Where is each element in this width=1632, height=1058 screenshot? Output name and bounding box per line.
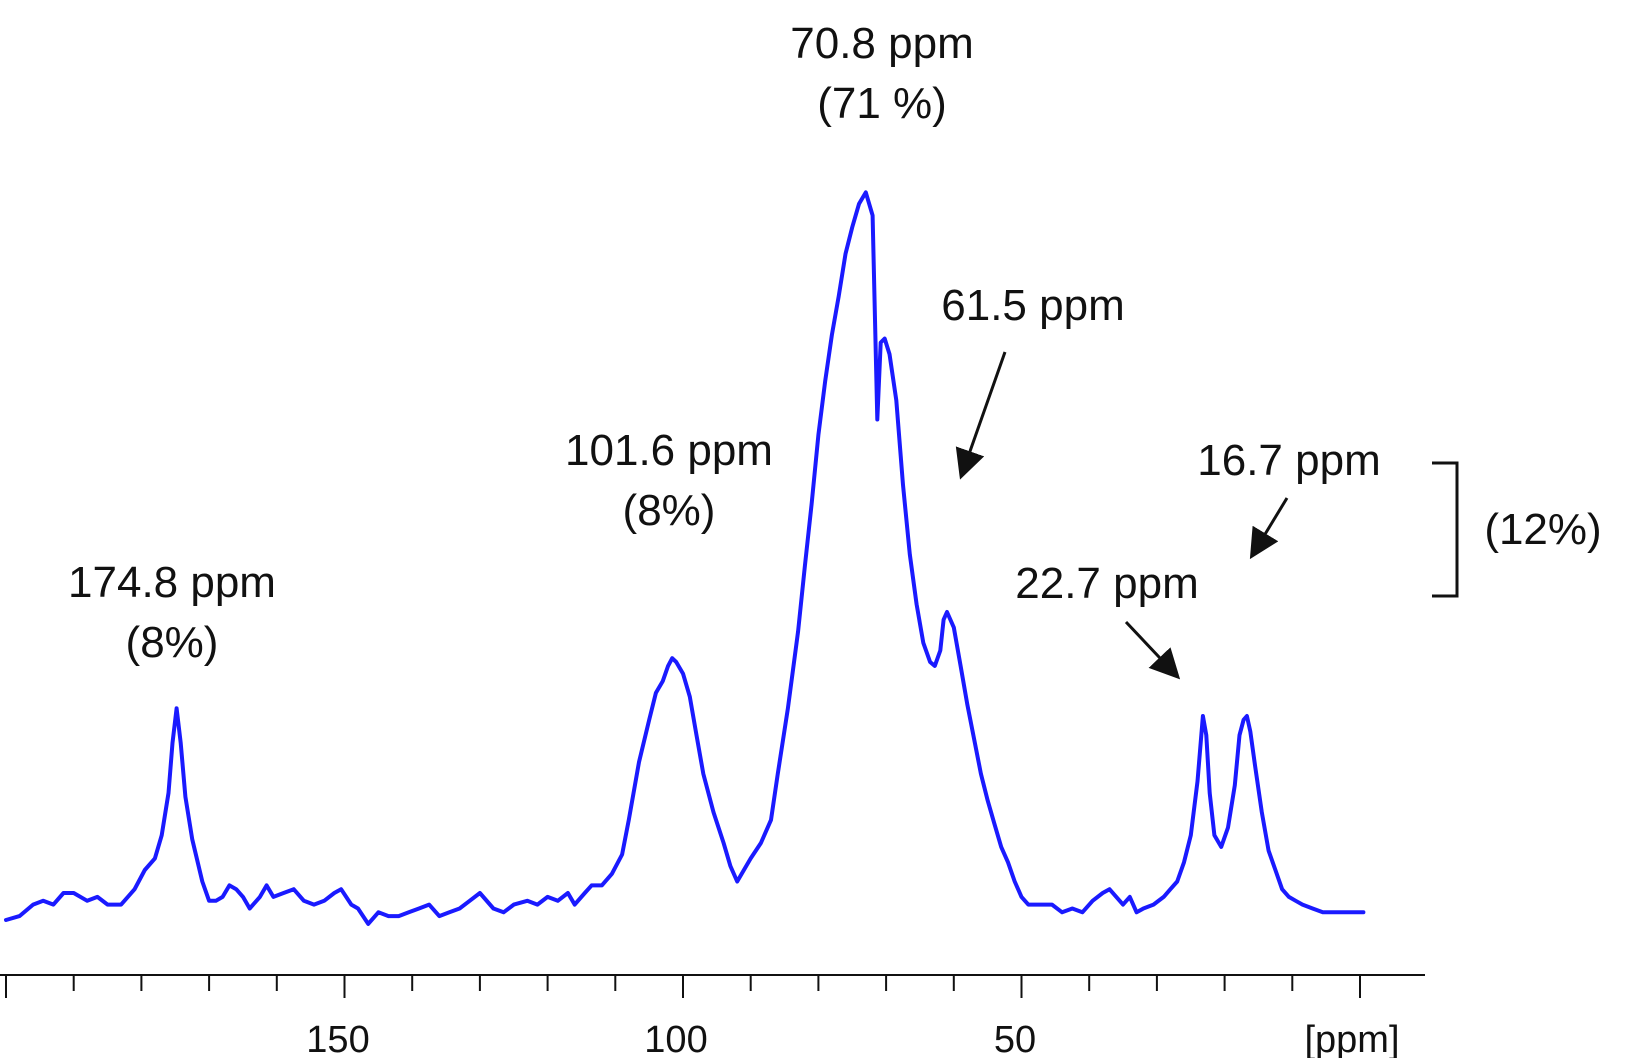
x-tick-label-150: 150: [306, 1019, 369, 1058]
annotation-174-8: 174.8 ppm (8%): [68, 558, 276, 667]
annotation-12-percent: (12%): [1432, 461, 1602, 598]
annotation-70-8-percent: (71 %): [817, 79, 947, 128]
annotation-101-6-percent: (8%): [623, 486, 716, 535]
annotation-22-7-arrow: [1124, 620, 1181, 680]
annotation-70-8: 70.8 ppm (71 %): [790, 19, 973, 128]
annotation-22-7-shift: 22.7 ppm: [1015, 559, 1198, 608]
annotation-61-5-shift: 61.5 ppm: [941, 281, 1124, 330]
annotation-16-7-arrow: [1249, 497, 1289, 560]
x-tick-label-100: 100: [644, 1019, 707, 1058]
annotation-16-7-shift: 16.7 ppm: [1197, 436, 1380, 485]
annotation-70-8-shift: 70.8 ppm: [790, 19, 973, 68]
annotation-101-6-shift: 101.6 ppm: [565, 426, 773, 475]
spectrum-line: [4, 190, 1366, 926]
annotation-174-8-percent: (8%): [126, 618, 219, 667]
annotation-61-5-arrow: [955, 351, 1007, 480]
x-axis-label: [ppm]: [1304, 1019, 1399, 1058]
annotation-16-7: 16.7 ppm: [1197, 436, 1381, 560]
aliphatic-bracket: [1432, 461, 1459, 598]
annotation-61-5: 61.5 ppm: [941, 281, 1125, 480]
aliphatic-percent: (12%): [1484, 505, 1601, 554]
x-axis-ticks: [5, 975, 1361, 998]
x-tick-label-50: 50: [994, 1019, 1036, 1058]
annotation-22-7: 22.7 ppm: [1015, 559, 1199, 680]
x-axis: 150 100 50 [ppm]: [0, 974, 1425, 1058]
annotation-174-8-shift: 174.8 ppm: [68, 558, 276, 607]
annotation-101-6: 101.6 ppm (8%): [565, 426, 773, 535]
